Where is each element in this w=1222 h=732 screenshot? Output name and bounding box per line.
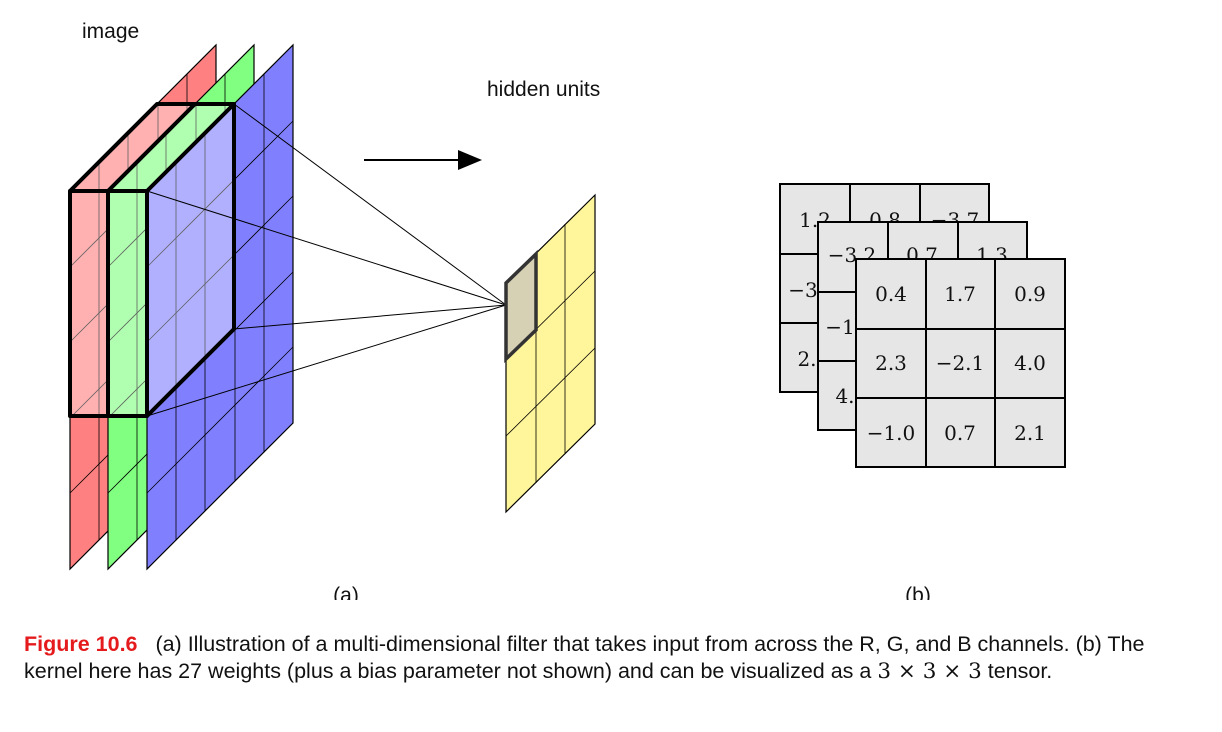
kernel-front-cell: 2.3 (875, 351, 907, 375)
caption-text: (a) Illustration of a multi-dimensional … (24, 632, 1145, 683)
figure-number: Figure 10.6 (24, 632, 138, 656)
connection-lines (146, 103, 507, 417)
hidden-units-plane (504, 193, 596, 514)
figure-diagram: image hidden units (68, 20, 1066, 600)
panel-a-label: (a) (333, 584, 359, 600)
panel-b-label: (b) (905, 584, 931, 600)
caption-math: 3 × 3 × 3 (877, 659, 982, 684)
hidden-unit-highlight (504, 249, 538, 364)
kernel-front-cell: 1.7 (944, 282, 976, 306)
figure-caption: Figure 10.6 (a) Illustration of a multi-… (24, 631, 1204, 685)
kernel-front-cell: 2.1 (1014, 421, 1046, 445)
hidden-units-label: hidden units (487, 78, 600, 101)
image-label: image (82, 20, 139, 43)
kernel-front-cell: 0.9 (1014, 282, 1046, 306)
kernel-front-cell: 4.0 (1014, 351, 1046, 375)
kernel-front-layer: 0.4 1.7 0.9 2.3 −2.1 4.0 −1.0 0.7 2.1 (855, 258, 1066, 468)
kernel-front-cell: −1.0 (867, 421, 916, 445)
caption-end: tensor. (987, 659, 1053, 683)
kernel-middle-cell: −1 (825, 315, 854, 339)
kernel-back-cell: −3 (788, 278, 817, 302)
kernel-back-cell: 2. (797, 347, 816, 371)
kernel-front-cell: 0.4 (875, 282, 907, 306)
kernel-middle-cell: 4. (835, 384, 854, 408)
kernel-front-cell: −2.1 (936, 351, 985, 375)
kernel-front-cell: 0.7 (944, 421, 976, 445)
